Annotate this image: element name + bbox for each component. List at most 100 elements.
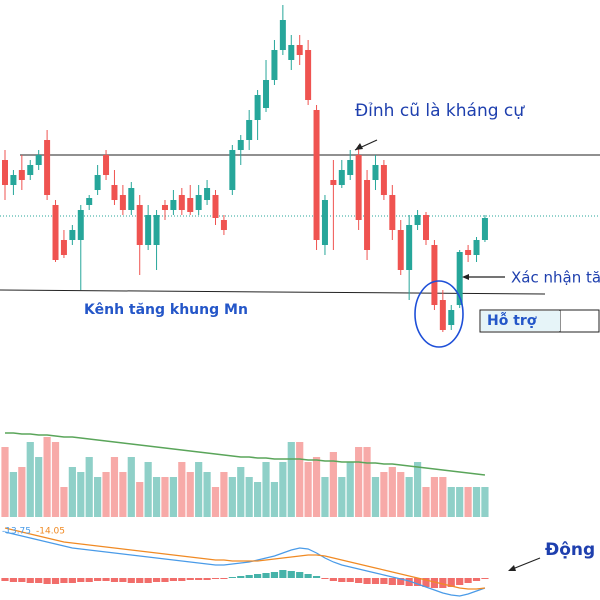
- volume-bar: [43, 437, 51, 517]
- candle-body: [456, 252, 463, 305]
- candle-body: [364, 180, 371, 250]
- macd-histogram: [237, 576, 245, 578]
- macd-histogram: [338, 578, 346, 582]
- macd-histogram: [51, 578, 60, 584]
- channel-line: [0, 289, 546, 295]
- macd-histogram: [60, 578, 68, 583]
- volume-bar: [102, 472, 110, 517]
- candle-body: [2, 160, 8, 185]
- macd-histogram: [397, 578, 405, 585]
- volume-bar: [169, 477, 177, 517]
- macd-histogram: [144, 578, 152, 583]
- volume-bar: [397, 472, 405, 517]
- macd-histogram: [94, 578, 102, 581]
- macd-histogram: [178, 578, 186, 581]
- candle-body: [347, 160, 354, 175]
- macd-histogram: [169, 578, 177, 581]
- candle-body: [313, 110, 320, 240]
- volume-bar: [430, 477, 439, 517]
- macd-histogram: [422, 578, 430, 587]
- macd-histogram: [35, 578, 43, 583]
- macd-histogram: [481, 578, 489, 579]
- volume-ma: [5, 432, 486, 476]
- candle-body: [212, 195, 219, 218]
- candle-body: [35, 155, 42, 165]
- macd-histogram: [254, 574, 262, 578]
- candle-body: [170, 200, 177, 210]
- macd-histogram: [346, 578, 354, 582]
- volume-bar: [388, 467, 396, 517]
- candle-body: [229, 150, 236, 190]
- candle-body: [481, 218, 488, 240]
- candle-body: [27, 165, 34, 175]
- volume-bar: [312, 457, 321, 517]
- annotation: Xác nhận tă: [511, 269, 600, 287]
- volume-bar: [60, 487, 68, 517]
- macd-histogram: [228, 577, 236, 578]
- candle-body: [431, 245, 438, 305]
- candle-body: [145, 215, 152, 245]
- macd-histogram: [380, 578, 388, 584]
- macd-histogram: [119, 578, 127, 582]
- volume-bar: [26, 442, 34, 517]
- volume-bar: [18, 467, 26, 517]
- volume-bar: [68, 467, 76, 517]
- candle-body: [338, 170, 345, 185]
- macd-histogram: [245, 575, 253, 578]
- volume-bar: [161, 477, 169, 517]
- indicator-label: -14.05: [36, 527, 65, 537]
- volume-bar: [363, 447, 371, 517]
- candle-body: [372, 165, 379, 180]
- volume-bar: [254, 482, 262, 517]
- volume-bar: [228, 477, 236, 517]
- candle-body: [153, 215, 160, 245]
- volume-bar: [220, 472, 228, 517]
- macd-histogram: [405, 578, 413, 586]
- candle-body: [254, 95, 261, 120]
- candle-body: [423, 215, 429, 240]
- volume-bar: [152, 477, 161, 517]
- macd-histogram: [472, 578, 481, 581]
- volume-bar: [9, 472, 18, 517]
- volume-bar: [439, 477, 447, 517]
- candle-body: [355, 155, 362, 220]
- macd-histogram: [355, 578, 363, 583]
- macd-histogram: [136, 578, 144, 583]
- macd-line: [4, 531, 486, 597]
- candle-body: [44, 140, 51, 195]
- volume-bar: [178, 462, 186, 517]
- candle-body: [448, 310, 455, 325]
- volume-bar: [1, 447, 9, 517]
- candle-body: [271, 50, 278, 80]
- volume-bar: [195, 462, 203, 517]
- candle-body: [305, 50, 312, 100]
- volume-bar: [464, 487, 472, 517]
- candle-body: [279, 20, 286, 50]
- volume-bar: [203, 472, 211, 517]
- candle-body: [380, 165, 387, 195]
- volume-bar: [329, 452, 337, 517]
- candle-body: [77, 210, 84, 240]
- volume-bar: [456, 487, 464, 517]
- candle-body: [18, 170, 25, 180]
- volume-bar: [481, 487, 489, 517]
- macd-histogram: [220, 578, 228, 579]
- macd-histogram: [371, 578, 380, 584]
- macd-histogram: [321, 578, 329, 579]
- arrow-head: [355, 143, 363, 150]
- volume-bar: [338, 477, 346, 517]
- annotation: Đỉnh cũ là kháng cự: [355, 101, 525, 121]
- macd-histogram: [9, 578, 18, 582]
- candle-body: [178, 195, 185, 210]
- volume-bar: [127, 457, 135, 517]
- macd-histogram: [43, 578, 51, 584]
- volume-bar: [371, 477, 380, 517]
- volume-bar: [279, 462, 287, 517]
- macd-histogram: [456, 578, 464, 585]
- volume-bar: [85, 457, 93, 517]
- candle-body: [86, 198, 93, 205]
- macd-histogram: [262, 573, 270, 578]
- volume-bar: [380, 472, 388, 517]
- macd-histogram: [312, 576, 321, 578]
